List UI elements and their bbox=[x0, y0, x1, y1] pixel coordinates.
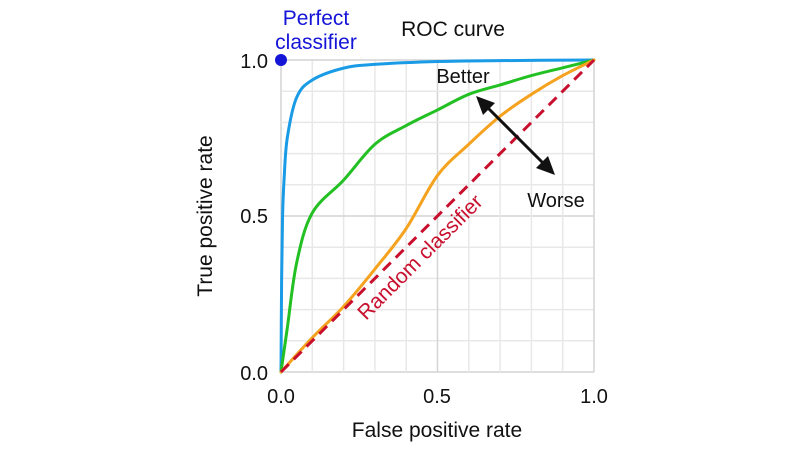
arrowhead-down bbox=[536, 156, 555, 175]
x-axis-label: False positive rate bbox=[352, 419, 522, 442]
roc-curve-fair bbox=[279, 58, 596, 374]
perfect-classifier-label-line2: classifier bbox=[275, 31, 357, 54]
x-tick-label-1: 0.5 bbox=[423, 386, 451, 408]
roc-curve-good bbox=[279, 58, 596, 374]
y-axis-label: True positive rate bbox=[194, 135, 217, 296]
x-tick-label-0: 0.0 bbox=[267, 386, 295, 408]
perfect-classifier-label-line1: Perfect bbox=[283, 7, 350, 30]
roc-curve-excellent bbox=[279, 58, 596, 374]
random-classifier-label: Random classifier bbox=[353, 190, 487, 324]
perfect-classifier-point bbox=[275, 54, 287, 66]
series-layer bbox=[279, 58, 596, 374]
arrowhead-up bbox=[476, 96, 495, 115]
better-worse-arrow bbox=[476, 96, 555, 175]
worse-label: Worse bbox=[527, 190, 584, 212]
random-classifier-line bbox=[279, 58, 596, 374]
chart-title: ROC curve bbox=[401, 18, 505, 41]
y-tick-label-1: 0.5 bbox=[240, 206, 268, 228]
better-label: Better bbox=[436, 66, 490, 88]
y-tick-label-0: 0.0 bbox=[240, 363, 268, 385]
y-tick-label-2: 1.0 bbox=[240, 51, 268, 73]
x-tick-label-2: 1.0 bbox=[580, 386, 608, 408]
